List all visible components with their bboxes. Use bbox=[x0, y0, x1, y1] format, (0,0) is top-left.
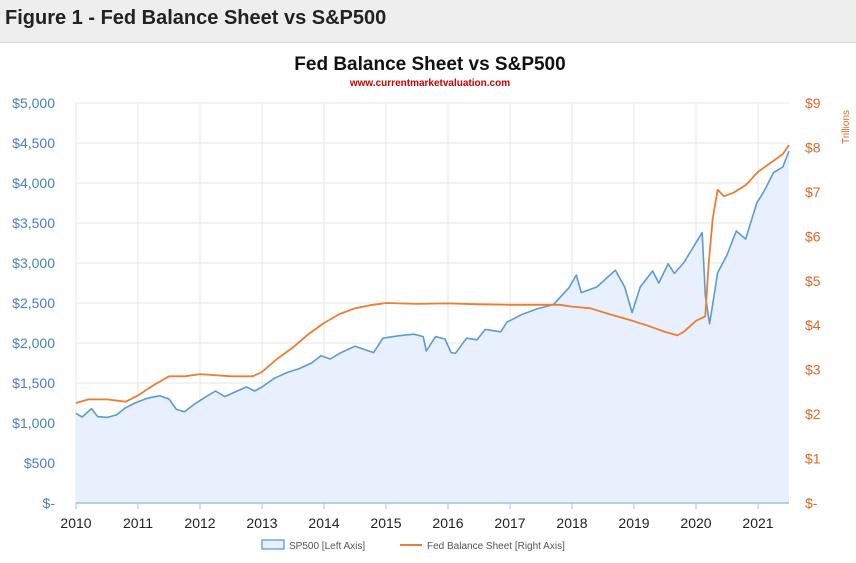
x-tick-label: 2012 bbox=[184, 515, 215, 531]
figure-title: Figure 1 - Fed Balance Sheet vs S&P500 bbox=[5, 7, 387, 29]
legend: SP500 [Left Axis] Fed Balance Sheet [Righ… bbox=[261, 539, 565, 552]
y-right-tick-label: $7 bbox=[805, 184, 821, 200]
legend-fed-label: Fed Balance Sheet [Right Axis] bbox=[427, 541, 565, 552]
y-left-tick-label: $- bbox=[43, 495, 56, 511]
chart: Fed Balance Sheet vs S&P500 www.currentm… bbox=[12, 54, 852, 552]
y-left-tick-label: $3,500 bbox=[12, 215, 55, 231]
x-tick-label: 2014 bbox=[308, 515, 339, 531]
figure-header: Figure 1 - Fed Balance Sheet vs S&P500 bbox=[0, 0, 856, 43]
chart-container: Fed Balance Sheet vs S&P500 www.currentm… bbox=[0, 43, 856, 558]
y-right-tick-label: $5 bbox=[805, 273, 821, 289]
sp500-line bbox=[75, 150, 790, 419]
y-left-tick-label: $2,000 bbox=[12, 335, 55, 351]
sp500-area bbox=[76, 151, 789, 503]
legend-sp500-swatch bbox=[261, 539, 285, 550]
x-tick-label: 2019 bbox=[618, 515, 649, 531]
chart-subtitle[interactable]: www.currentmarketvaluation.com bbox=[349, 78, 510, 89]
y-left-tick-label: $5,000 bbox=[12, 95, 55, 111]
x-tick-label: 2018 bbox=[556, 515, 587, 531]
y-right-tick-label: $- bbox=[805, 495, 818, 511]
legend-sp500-label: SP500 [Left Axis] bbox=[289, 541, 365, 552]
y-left-tick-label: $1,000 bbox=[12, 415, 55, 431]
y-right-tick-label: $3 bbox=[805, 362, 821, 378]
right-axis-label: Trillions bbox=[841, 110, 852, 144]
x-tick-label: 2021 bbox=[742, 515, 773, 531]
y-right-tick-label: $4 bbox=[805, 317, 821, 333]
axes: $- $500 $1,000 $1,500 $2,000 $2,500 $3,000 $3,5… bbox=[12, 95, 821, 531]
y-left-tick-label: $1,500 bbox=[12, 375, 55, 391]
y-left-tick-label: $3,000 bbox=[12, 255, 55, 271]
chart-title: Fed Balance Sheet vs S&P500 bbox=[294, 54, 565, 75]
y-left-tick-label: $500 bbox=[24, 455, 55, 471]
y-right-tick-label: $9 bbox=[805, 95, 821, 111]
y-right-tick-label: $1 bbox=[805, 451, 821, 467]
fed-balance-line bbox=[75, 144, 790, 404]
x-tick-label: 2016 bbox=[432, 515, 463, 531]
x-tick-label: 2010 bbox=[60, 515, 91, 531]
y-left-tick-label: $2,500 bbox=[12, 295, 55, 311]
y-right-tick-label: $2 bbox=[805, 406, 821, 422]
y-right-tick-label: $6 bbox=[805, 228, 821, 244]
x-tick-label: 2015 bbox=[370, 515, 401, 531]
x-tick-label: 2020 bbox=[680, 515, 711, 531]
y-left-tick-label: $4,000 bbox=[12, 175, 55, 191]
y-left-tick-label: $4,500 bbox=[12, 135, 55, 151]
x-tick-label: 2017 bbox=[494, 515, 525, 531]
series-layer bbox=[75, 144, 790, 503]
x-tick-label: 2011 bbox=[123, 515, 153, 531]
y-right-tick-label: $8 bbox=[805, 139, 821, 155]
x-tick-label: 2013 bbox=[246, 515, 277, 531]
